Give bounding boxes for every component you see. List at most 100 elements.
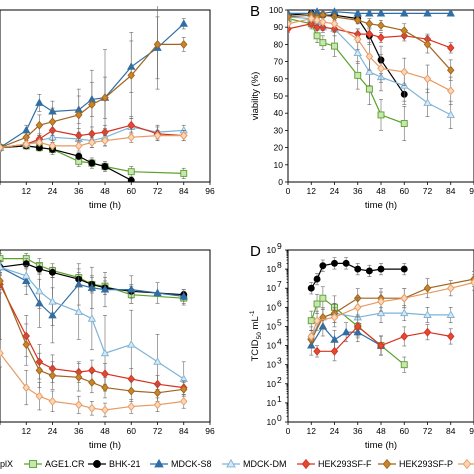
legend-marker bbox=[301, 458, 311, 470]
data-point bbox=[446, 110, 455, 118]
data-point bbox=[319, 262, 327, 270]
data-point bbox=[331, 259, 338, 267]
data-point bbox=[127, 120, 135, 130]
x-tick-label: 24 bbox=[48, 426, 58, 436]
data-point bbox=[400, 8, 409, 17]
y-tick-label: 10 bbox=[274, 160, 284, 170]
x-tick-label: 48 bbox=[100, 426, 110, 436]
series-line bbox=[288, 18, 405, 125]
series-line bbox=[0, 266, 185, 380]
data-point bbox=[75, 372, 83, 382]
y-tick-label: 10 bbox=[267, 417, 277, 427]
legend-label: AGE1.CR bbox=[45, 459, 85, 469]
legend-label: MDCK-S8 bbox=[171, 459, 212, 469]
y-tick-label: 20 bbox=[274, 143, 284, 153]
data-point bbox=[354, 302, 362, 312]
x-tick-label: 24 bbox=[330, 186, 340, 196]
x-tick-label: 84 bbox=[446, 186, 456, 196]
data-point bbox=[377, 341, 385, 351]
y-tick-label: 10 bbox=[267, 360, 277, 370]
x-tick-label: 96 bbox=[205, 186, 215, 196]
data-point bbox=[319, 312, 327, 322]
data-point bbox=[319, 294, 327, 302]
x-axis-label: time (h) bbox=[89, 440, 121, 451]
series-line bbox=[0, 352, 184, 411]
legend-label: HEK293SF-F bbox=[318, 459, 372, 469]
data-point bbox=[100, 285, 110, 293]
data-point bbox=[180, 396, 188, 406]
data-point bbox=[341, 327, 351, 336]
data-point bbox=[313, 346, 321, 356]
y-tick-exponent: 7 bbox=[277, 279, 282, 289]
y-tick-label: 10 bbox=[267, 398, 277, 408]
data-point bbox=[423, 98, 432, 106]
data-point bbox=[313, 22, 321, 32]
legend-marker bbox=[226, 458, 236, 468]
data-point bbox=[313, 316, 321, 326]
y-tick-label: 10 bbox=[267, 321, 277, 331]
y-tick-label: 80 bbox=[274, 39, 284, 49]
data-point bbox=[365, 67, 374, 75]
x-tick-label: 36 bbox=[74, 186, 84, 196]
data-point bbox=[35, 137, 44, 147]
x-tick-label: 72 bbox=[423, 426, 433, 436]
x-tick-label: 12 bbox=[22, 426, 32, 436]
series-line bbox=[0, 135, 184, 149]
data-point bbox=[447, 331, 455, 341]
data-point bbox=[153, 357, 162, 365]
data-point bbox=[35, 265, 43, 273]
data-point bbox=[365, 19, 374, 29]
y-tick-label: 50 bbox=[274, 91, 284, 101]
data-point bbox=[22, 340, 30, 350]
x-tick-label: 72 bbox=[153, 186, 163, 196]
y-tick-label: 40 bbox=[274, 108, 284, 118]
series-line bbox=[0, 23, 185, 149]
x-tick-label: 48 bbox=[376, 186, 386, 196]
data-point bbox=[446, 8, 455, 17]
data-point bbox=[288, 19, 292, 29]
data-point bbox=[307, 19, 315, 29]
data-point bbox=[35, 365, 44, 375]
data-point bbox=[400, 308, 409, 317]
data-point bbox=[88, 403, 96, 413]
data-point bbox=[400, 331, 408, 341]
data-point bbox=[75, 141, 83, 151]
data-point bbox=[180, 384, 188, 394]
data-point bbox=[35, 286, 44, 295]
data-point bbox=[101, 163, 109, 170]
data-point bbox=[48, 371, 57, 381]
data-point bbox=[400, 26, 408, 36]
x-tick-label: 36 bbox=[353, 186, 363, 196]
data-point bbox=[354, 34, 362, 44]
data-point bbox=[354, 265, 362, 273]
x-axis-label: time (h) bbox=[89, 200, 121, 211]
x-tick-label: 60 bbox=[127, 426, 137, 436]
series-line bbox=[0, 43, 184, 149]
data-point bbox=[101, 136, 109, 146]
data-point bbox=[330, 19, 339, 29]
data-point bbox=[179, 291, 188, 300]
data-point bbox=[313, 15, 321, 25]
data-point bbox=[313, 300, 321, 308]
y-tick-exponent: 0 bbox=[277, 413, 282, 423]
data-point bbox=[75, 400, 83, 410]
data-point bbox=[153, 39, 162, 49]
data-point bbox=[101, 93, 109, 103]
data-point bbox=[75, 152, 83, 160]
data-point bbox=[313, 275, 321, 283]
x-tick-label: 0 bbox=[286, 426, 291, 436]
y-tick-label: 0 bbox=[278, 177, 283, 187]
legend-marker bbox=[93, 460, 101, 468]
data-point bbox=[75, 110, 83, 120]
y-tick-label: 10 bbox=[267, 302, 277, 312]
data-point bbox=[307, 14, 315, 24]
data-point bbox=[0, 143, 4, 153]
y-tick-label: 70 bbox=[274, 57, 284, 67]
x-tick-label: 72 bbox=[153, 426, 163, 436]
series-group bbox=[307, 257, 474, 373]
data-point bbox=[400, 265, 408, 273]
data-point bbox=[365, 51, 374, 61]
data-point bbox=[423, 310, 432, 318]
x-tick-label: 96 bbox=[469, 186, 474, 196]
data-point bbox=[22, 271, 31, 279]
